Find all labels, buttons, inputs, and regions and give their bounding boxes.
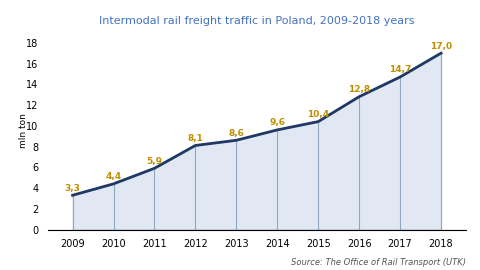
Text: 4,4: 4,4: [106, 172, 121, 181]
Text: 17,0: 17,0: [430, 42, 452, 50]
Text: 14,7: 14,7: [389, 65, 411, 75]
Title: Intermodal rail freight traffic in Poland, 2009-2018 years: Intermodal rail freight traffic in Polan…: [99, 16, 415, 26]
Text: 8,1: 8,1: [188, 134, 204, 143]
Text: 5,9: 5,9: [146, 157, 162, 166]
Text: 12,8: 12,8: [348, 85, 370, 94]
Text: 8,6: 8,6: [228, 129, 244, 138]
Text: Source: The Office of Rail Transport (UTK): Source: The Office of Rail Transport (UT…: [290, 258, 466, 267]
Text: 10,4: 10,4: [307, 110, 329, 119]
Text: 9,6: 9,6: [269, 118, 285, 127]
Y-axis label: mln ton: mln ton: [19, 113, 28, 148]
Text: 3,3: 3,3: [65, 184, 81, 193]
